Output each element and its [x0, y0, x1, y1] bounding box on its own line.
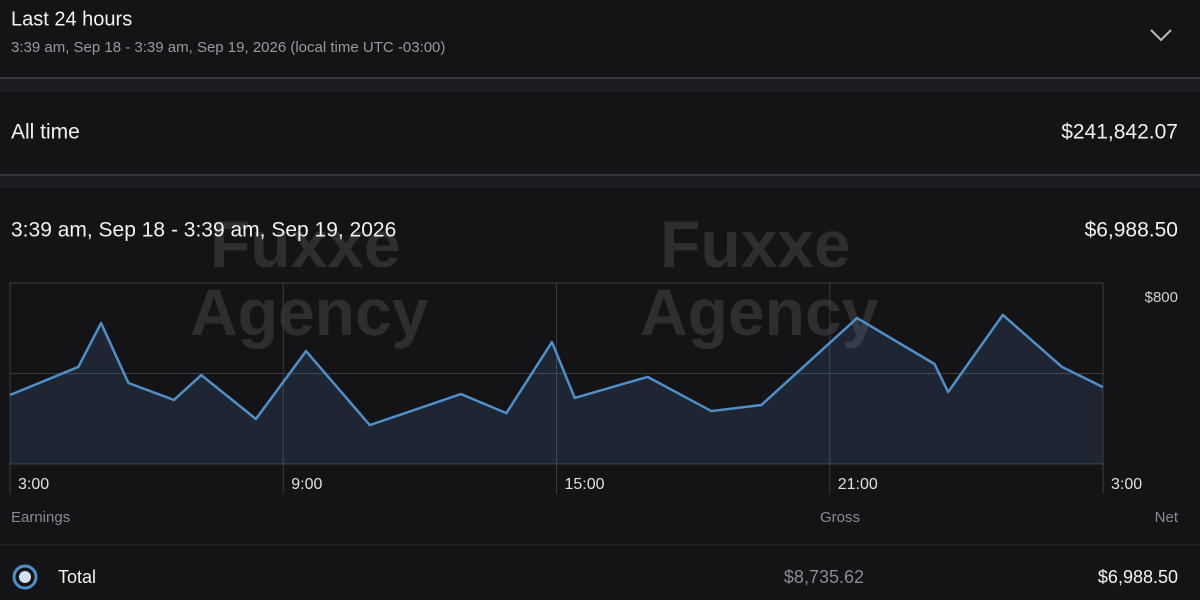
watermark: Fuxxe Agency	[190, 207, 429, 349]
watermark: Fuxxe Agency	[640, 207, 879, 349]
column-header: Net	[1155, 509, 1179, 526]
watermark-word: Fuxxe	[660, 207, 851, 281]
all-time-amount: $241,842.07	[1061, 121, 1178, 144]
total-icon	[12, 564, 38, 590]
x-tick-label: 3:00	[1111, 476, 1142, 493]
watermark-word: Agency	[640, 275, 879, 349]
column-header: Gross	[820, 509, 860, 526]
x-tick-label: 3:00	[18, 476, 49, 493]
y-tick-label: $800	[1145, 289, 1178, 306]
watermark-word: Fuxxe	[210, 207, 401, 281]
header-title: Last 24 hours	[11, 8, 132, 30]
earnings-line	[9, 313, 1104, 427]
gross-amount: $8,735.62	[784, 567, 864, 587]
x-tick-label: 15:00	[565, 476, 605, 493]
column-header: Earnings	[11, 509, 70, 526]
x-tick-label: 9:00	[291, 476, 322, 493]
period-amount: $6,988.50	[1085, 219, 1178, 242]
separator	[0, 78, 1200, 92]
expand-chevron[interactable]	[1150, 29, 1172, 42]
total-icon-dot	[19, 571, 31, 583]
watermark-word: Agency	[190, 275, 429, 349]
period-label: 3:39 am, Sep 18 - 3:39 am, Sep 19, 2026	[11, 219, 396, 242]
header-subtitle: 3:39 am, Sep 18 - 3:39 am, Sep 19, 2026 …	[11, 39, 445, 56]
net-amount: $6,988.50	[1098, 567, 1178, 587]
all-time-label: All time	[11, 121, 80, 144]
row-label[interactable]: Total	[58, 567, 96, 587]
separator	[0, 175, 1200, 188]
area-fill	[10, 314, 1103, 464]
x-tick-label: 21:00	[838, 476, 878, 493]
